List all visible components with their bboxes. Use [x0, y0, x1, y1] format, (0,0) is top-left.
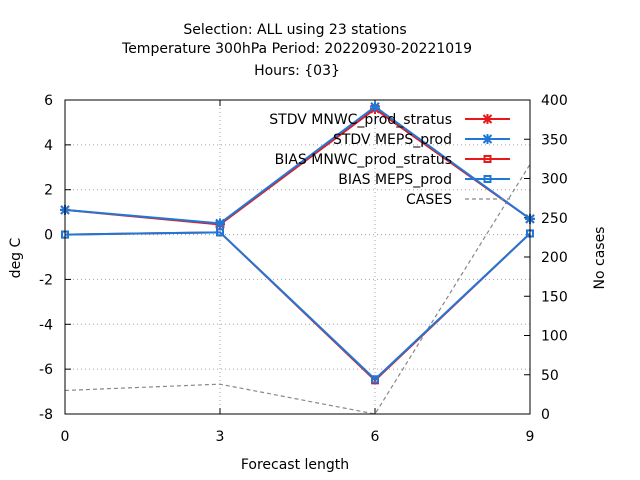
data-point [216, 228, 224, 237]
y-tick-label: 4 [44, 138, 53, 154]
x-tick-label: 3 [216, 429, 225, 445]
plot-frame [64, 99, 531, 415]
data-point [370, 101, 380, 112]
y2-tick-label: 50 [541, 368, 559, 384]
y2-tick-label: 200 [541, 250, 568, 266]
x-tick-label: 6 [371, 429, 380, 445]
y-tick-label: -4 [39, 317, 53, 333]
y2-tick-label: 150 [541, 289, 568, 305]
series-line [64, 164, 531, 415]
x-axis-label: Forecast length [241, 457, 349, 473]
legend-marker [482, 114, 493, 124]
chart-title-line-1: Selection: ALL using 23 stations [183, 22, 406, 38]
data-point [371, 375, 379, 384]
legend-label: STDV MEPS_prod [333, 132, 452, 148]
y-tick-label: -2 [39, 272, 53, 288]
chart-titles: Selection: ALL using 23 stations Tempera… [121, 22, 472, 79]
y2-tick-label: 350 [541, 132, 568, 148]
chart-title-line-3: Hours: {03} [254, 63, 340, 79]
legend-label: CASES [406, 192, 452, 208]
legend-label: STDV MNWC_prod_stratus [269, 112, 452, 128]
y-tick-label: -8 [39, 407, 53, 423]
y-axis-label: deg C [8, 237, 24, 278]
y2-tick-label: 100 [541, 329, 568, 345]
x-tick-label: 0 [61, 429, 70, 445]
grid [65, 100, 530, 414]
y2-tick-label: 0 [541, 407, 550, 423]
y2-tick-label: 300 [541, 172, 568, 188]
y-tick-label: -6 [39, 362, 53, 378]
series-line [64, 231, 531, 381]
legend-marker [483, 155, 492, 163]
data-point [215, 218, 225, 229]
legend-label: BIAS MNWC_prod_stratus [275, 152, 452, 168]
legend-marker [482, 134, 493, 144]
y-tick-label: 6 [44, 93, 53, 109]
y2-tick-label: 400 [541, 93, 568, 109]
y-tick-label: 2 [44, 183, 53, 199]
chart-title-line-2: Temperature 300hPa Period: 20220930-2022… [121, 41, 472, 57]
y-tick-label: 0 [44, 228, 53, 244]
series-line [64, 105, 531, 225]
x-tick-label: 9 [526, 429, 535, 445]
y2-axis-label: No cases [592, 227, 608, 290]
legend-marker [483, 175, 492, 183]
axis-ticks: 0 3 6 9 -8 -6 -4 -2 0 2 4 6 0 50 100 150 200 250 300 350 400 [39, 93, 568, 445]
y2-tick-label: 250 [541, 211, 568, 227]
series-layer [60, 101, 535, 415]
legend: STDV MNWC_prod_stratus STDV MEPS_prod BIAS… [269, 112, 510, 208]
legend-label: BIAS MEPS_prod [338, 172, 452, 188]
